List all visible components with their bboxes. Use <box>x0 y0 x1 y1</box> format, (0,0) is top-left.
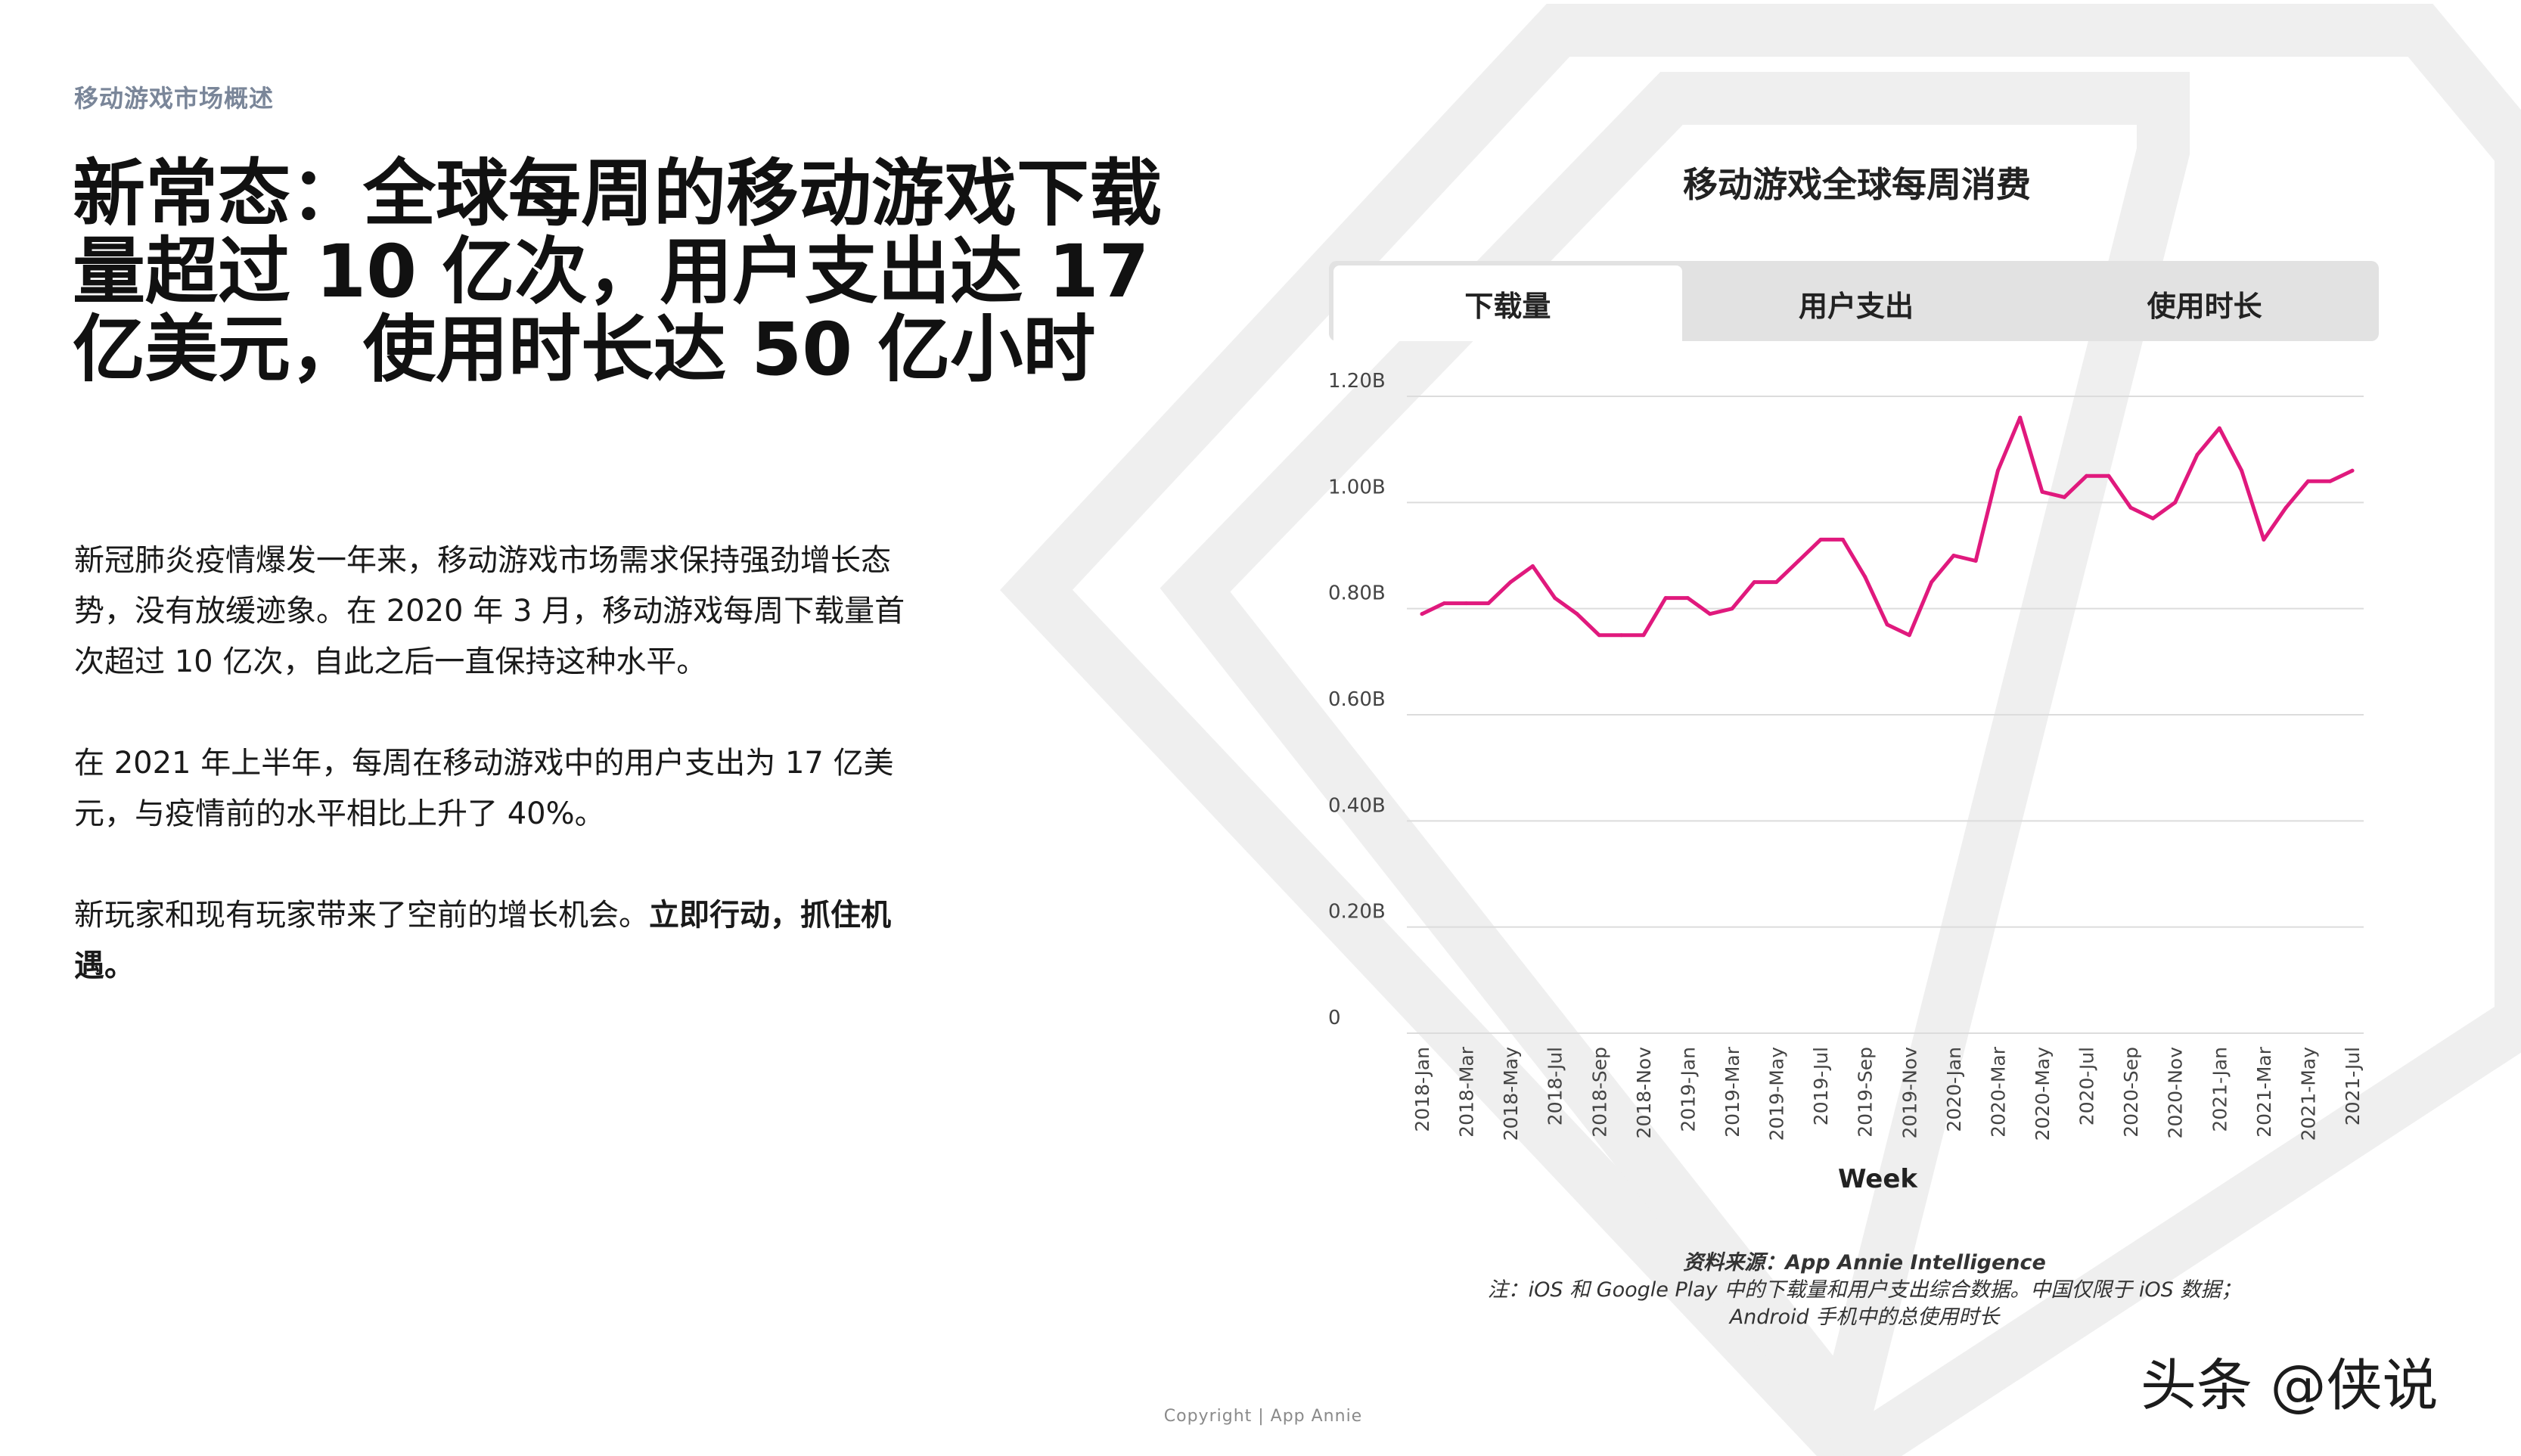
x-tick-label: 2019-Jan <box>1677 1047 1699 1132</box>
y-tick-label: 1.00B <box>1328 476 1386 498</box>
page-headline: 新常态：全球每周的移动游戏下载量超过 10 亿次，用户支出达 17 亿美元，使用… <box>73 151 1162 392</box>
body-text: 新冠肺炎疫情爆发一年来，移动游戏市场需求保持强劲增长态势，没有放缓迹象。在 20… <box>74 536 929 1042</box>
data-point <box>2062 495 2066 499</box>
y-tick-label: 0 <box>1328 1007 1341 1029</box>
data-point <box>2128 505 2133 510</box>
data-point <box>1641 633 1646 638</box>
data-point <box>1530 564 1535 569</box>
data-point <box>1885 622 1889 627</box>
data-point <box>1708 612 1712 616</box>
source-line: 资料来源：App Annie Intelligence <box>1683 1251 2046 1274</box>
data-point <box>1597 633 1601 638</box>
paragraph-3: 新玩家和现有玩家带来了空前的增长机会。立即行动，抓住机遇。 <box>74 890 929 992</box>
data-point <box>1930 580 1934 585</box>
data-point <box>2107 473 2111 478</box>
data-point <box>2018 415 2023 420</box>
x-tick-label: 2019-May <box>1766 1047 1788 1141</box>
data-point <box>2195 452 2200 457</box>
data-point <box>1464 601 1469 606</box>
weekly-downloads-line-chart: 0 0.20B 0.40B 0.60B 0.80B 1.00B 1.20B 2018-Jan 2… <box>1328 371 2364 1194</box>
data-point <box>2173 500 2178 504</box>
x-axis-label: Week <box>1838 1164 1918 1194</box>
tab-user-spend[interactable]: 用户支出 <box>1799 289 1914 323</box>
data-point <box>1663 596 1668 601</box>
data-point <box>2305 479 2310 483</box>
x-tick-label: 2018-May <box>1500 1047 1522 1141</box>
data-point <box>1951 554 1956 557</box>
x-tick-label: 2020-Mar <box>1987 1046 2009 1138</box>
note-line-2: Android 手机中的总使用时长 <box>1729 1305 2000 1329</box>
source-note: 资料来源：App Annie Intelligence 注：iOS 和 Goog… <box>1384 1250 2345 1331</box>
data-point <box>1796 559 1801 563</box>
note-line-1: 注：iOS 和 Google Play 中的下载量和用户支出综合数据。中国仅限于… <box>1487 1278 2242 1302</box>
x-tick-label: 2018-Sep <box>1588 1047 1610 1138</box>
x-tick-label: 2021-Jul <box>2342 1047 2364 1125</box>
chart-tabs: 下载量 用户支出 使用时长 <box>1329 261 2379 341</box>
y-tick-label: 0.20B <box>1328 901 1386 924</box>
data-point <box>2328 479 2333 483</box>
x-tick-label: 2019-Mar <box>1722 1046 1743 1138</box>
x-tick-label: 2019-Nov <box>1899 1047 1920 1139</box>
data-point <box>2240 468 2244 473</box>
data-point <box>2150 516 2155 520</box>
data-point <box>2085 473 2089 478</box>
data-point <box>1907 633 1911 638</box>
data-point <box>2283 505 2288 510</box>
y-tick-label: 1.20B <box>1328 371 1386 393</box>
chart-title: 移动游戏全球每周消费 <box>1683 164 2031 205</box>
watermark: 头条 @侠说 <box>2141 1353 2439 1418</box>
data-point <box>2040 489 2044 494</box>
x-tick-label: 2021-May <box>2297 1047 2319 1141</box>
y-tick-label: 0.40B <box>1328 794 1386 817</box>
x-tick-label: 2018-Nov <box>1633 1047 1655 1139</box>
section-label: 移动游戏市场概述 <box>74 84 275 113</box>
paragraph-2: 在 2021 年上半年，每周在移动游戏中的用户支出为 17 亿美元，与疫情前的水… <box>74 746 894 831</box>
call-to-action-text: 立即行动，抓住机遇。 <box>74 898 891 983</box>
data-point <box>1575 612 1579 616</box>
tab-downloads[interactable]: 下载量 <box>1333 265 1682 341</box>
x-tick-label: 2020-Jul <box>2076 1047 2098 1125</box>
data-point <box>1420 612 1424 616</box>
x-tick-label: 2018-Jan <box>1411 1047 1433 1132</box>
x-tick-label: 2018-Jul <box>1545 1047 1566 1125</box>
x-tick-label: 2020-Nov <box>2165 1047 2187 1139</box>
data-point <box>2262 537 2266 542</box>
y-tick-label: 0.60B <box>1328 688 1386 711</box>
x-tick-label: 2019-Sep <box>1855 1047 1877 1138</box>
x-tick-label: 2021-Jan <box>2209 1047 2231 1132</box>
x-tick-label: 2018-Mar <box>1456 1046 1478 1138</box>
data-point <box>1774 580 1779 585</box>
data-point <box>2217 426 2221 430</box>
x-tick-label: 2020-May <box>2032 1047 2054 1141</box>
data-point <box>1995 468 2000 473</box>
data-point <box>1752 580 1756 585</box>
data-point <box>1685 596 1690 601</box>
x-tick-label: 2021-Mar <box>2253 1046 2275 1138</box>
tab-time-spent[interactable]: 使用时长 <box>2147 289 2262 323</box>
data-point <box>1553 596 1557 601</box>
y-tick-label: 0.80B <box>1328 582 1386 605</box>
copyright: Copyright | App Annie <box>1163 1407 1363 1426</box>
data-point <box>1619 633 1624 638</box>
data-point <box>1508 580 1513 585</box>
x-tick-label: 2020-Jan <box>1943 1047 1965 1132</box>
data-point <box>1730 607 1734 611</box>
paragraph-3-text: 新玩家和现有玩家带来了空前的增长机会。 <box>74 898 649 933</box>
data-point <box>1486 601 1491 606</box>
data-point <box>1840 537 1845 542</box>
x-tick-label: 2019-Jul <box>1810 1047 1832 1125</box>
x-tick-label: 2020-Sep <box>2120 1047 2142 1138</box>
data-point <box>1818 537 1823 542</box>
data-point <box>1442 601 1446 606</box>
data-point <box>2350 468 2355 473</box>
paragraph-1: 新冠肺炎疫情爆发一年来，移动游戏市场需求保持强劲增长态势，没有放缓迹象。在 20… <box>74 543 905 679</box>
data-point <box>1973 559 1978 563</box>
downloads-series-line <box>1420 415 2355 638</box>
data-point <box>1863 575 1867 579</box>
